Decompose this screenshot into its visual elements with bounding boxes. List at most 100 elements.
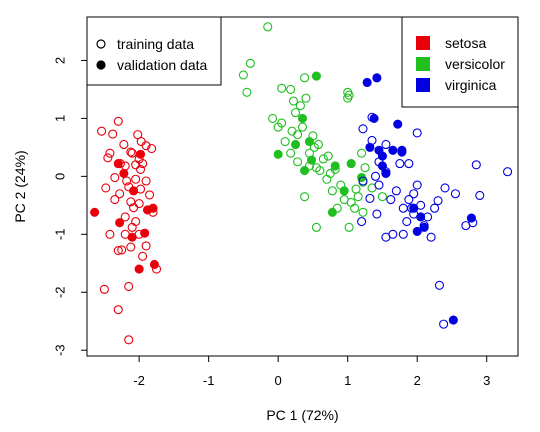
x-tick-label: 2 [414, 373, 421, 388]
virginica-training-point [433, 196, 443, 206]
virginica-training-point [391, 186, 401, 196]
versicolor-training-point [300, 73, 310, 83]
x-tick-label: -2 [133, 373, 145, 388]
versicolor-training-point [360, 163, 370, 173]
virginica-validation-point [448, 315, 458, 325]
setosa-training-point [131, 217, 141, 227]
virginica-training-point [357, 217, 367, 227]
setosa-training-point [113, 245, 123, 256]
versicolor-validation-point [327, 207, 337, 217]
legend-validation-symbol [96, 60, 106, 70]
legend-validation-label: validation data [117, 57, 208, 73]
legend-virginica-swatch [416, 78, 430, 92]
x-tick-label: 0 [275, 373, 282, 388]
virginica-training-point [426, 232, 436, 242]
legend-marker-type: training data validation data [86, 16, 222, 86]
versicolor-training-point [350, 203, 360, 213]
legend-training-label: training data [117, 36, 194, 52]
virginica-validation-point [412, 226, 422, 236]
setosa-training-point [120, 212, 130, 222]
setosa-training-point [124, 281, 134, 292]
x-tick-label: 3 [483, 373, 490, 388]
x-axis-title: PC 1 (72%) [266, 407, 338, 423]
setosa-validation-point [135, 149, 146, 159]
virginica-training-point [412, 180, 422, 190]
setosa-training-point [110, 194, 120, 205]
setosa-validation-point [149, 259, 159, 269]
versicolor-validation-point [300, 166, 310, 176]
versicolor-training-point [311, 222, 321, 232]
legend-versicolor-label: versicolor [445, 56, 505, 72]
versicolor-training-point [300, 192, 310, 202]
virginica-validation-point [377, 161, 387, 171]
versicolor-training-point [343, 93, 353, 103]
versicolor-training-point [288, 96, 299, 106]
versicolor-training-point [323, 151, 333, 161]
setosa-training-point [134, 199, 144, 209]
setosa-validation-point [115, 218, 125, 228]
versicolor-validation-point [346, 159, 356, 169]
versicolor-validation-point [339, 186, 349, 196]
versicolor-training-point [301, 93, 311, 103]
versicolor-validation-point [290, 139, 301, 150]
versicolor-training-point [273, 122, 283, 132]
setosa-training-point [110, 172, 120, 183]
setosa-training-point [97, 126, 107, 136]
y-tick-label: 0 [53, 173, 68, 180]
versicolor-training-point [277, 83, 287, 93]
x-axis: -2 -1 0 1 2 3 [133, 355, 490, 388]
virginica-training-point [439, 319, 449, 329]
virginica-training-point [404, 159, 414, 169]
versicolor-training-point [315, 166, 325, 176]
setosa-training-point [136, 137, 146, 147]
y-tick-label: -2 [53, 286, 68, 298]
virginica-validation-point [381, 168, 391, 179]
y-axis-title: PC 2 (24%) [12, 150, 28, 222]
setosa-training-point [141, 176, 151, 186]
versicolor-training-point [242, 87, 252, 97]
legend-training-symbol [96, 39, 106, 49]
setosa-training-point [103, 153, 113, 163]
virginica-training-point [450, 189, 460, 199]
virginica-training-point [503, 167, 513, 177]
versicolor-training-point [238, 70, 248, 80]
setosa-training-point [127, 222, 137, 232]
setosa-validation-point [127, 232, 137, 242]
setosa-validation-point [142, 205, 153, 215]
versicolor-training-point [351, 184, 361, 194]
virginica-validation-point [393, 119, 403, 129]
setosa-training-point [147, 143, 157, 154]
versicolor-training-point [263, 22, 273, 32]
data-points [90, 22, 513, 345]
setosa-training-point [119, 139, 129, 150]
setosa-training-point [99, 284, 109, 294]
virginica-training-point [358, 176, 368, 186]
versicolor-training-point [295, 101, 305, 111]
virginica-training-point [440, 183, 450, 193]
versicolor-training-point [357, 148, 367, 158]
virginica-validation-point [397, 147, 407, 157]
setosa-training-point [108, 129, 118, 139]
virginica-training-point [358, 124, 368, 134]
setosa-validation-point [119, 168, 129, 179]
versicolor-validation-point [273, 149, 283, 159]
setosa-training-point [133, 130, 143, 140]
virginica-validation-point [409, 203, 419, 213]
versicolor-training-point [358, 207, 368, 217]
y-tick-label: 1 [53, 115, 68, 122]
virginica-training-point [412, 128, 422, 138]
virginica-training-point [404, 194, 414, 205]
setosa-training-point [105, 229, 115, 239]
virginica-validation-point [362, 77, 372, 88]
versicolor-validation-point [304, 137, 315, 147]
virginica-validation-point [377, 151, 387, 161]
virginica-training-point [409, 189, 419, 199]
versicolor-training-point [293, 130, 303, 140]
virginica-training-point [381, 232, 391, 242]
virginica-training-point [370, 171, 381, 181]
versicolor-training-point [325, 168, 335, 179]
setosa-training-point [115, 189, 125, 199]
virginica-training-point [395, 159, 405, 169]
x-tick-label: -1 [203, 373, 215, 388]
